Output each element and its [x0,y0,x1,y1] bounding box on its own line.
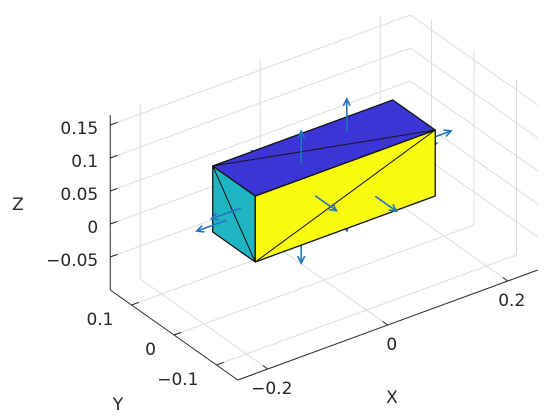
z-axis-label: Z [12,195,24,215]
y-tick-label: 0 [145,340,156,360]
grid-line [409,14,539,106]
normal-arrow [342,97,351,132]
x-tick-label: 0 [386,335,397,355]
y-tick [173,331,182,336]
z-tick [110,220,118,225]
grid-line [409,47,539,139]
grid-line [110,80,411,192]
z-tick-label: 0 [87,218,98,238]
face-diagonal [254,129,436,263]
y-axis-label: Y [112,395,124,415]
y-tick-label: 0.1 [86,310,113,330]
z-tick [110,253,118,258]
normal-arrow [374,195,398,213]
normal-arrow [297,129,306,165]
y-tick-label: −0.1 [157,370,198,390]
x-tick-label: −0.2 [251,379,292,399]
normal-arrow [209,207,242,221]
grid-line [409,80,539,172]
z-tick [110,154,118,159]
z-tick [110,121,118,126]
grid-line [110,47,411,159]
x-axis-label: X [386,388,398,408]
grid-line [173,224,475,336]
normal-arrow [195,219,228,233]
grid-line [110,14,411,126]
z-tick-label: 0.1 [71,152,98,172]
x-tick-label: 0.2 [498,291,525,311]
face-diagonal [212,129,436,167]
x-tick [502,276,509,282]
z-tick-label: 0.15 [60,119,98,139]
z-tick-label: −0.05 [46,251,98,271]
grid-line [216,254,517,366]
x-tick [262,364,269,370]
y-tick [131,301,139,306]
x-tick [382,320,389,326]
z-tick-label: 0.05 [60,185,98,205]
face-diagonal [212,165,256,263]
z-tick [110,187,118,192]
normal-arrow [314,195,338,212]
y-tick [216,361,224,366]
